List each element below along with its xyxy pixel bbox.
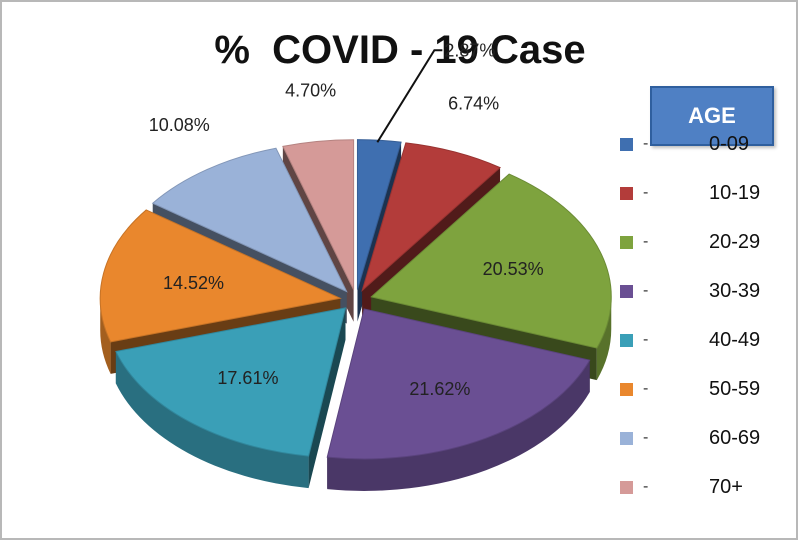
data-label: 4.70% xyxy=(285,80,336,100)
legend-swatch xyxy=(620,137,633,151)
legend-label: 0-09 xyxy=(709,132,750,155)
legend-item: - 50-59 xyxy=(620,377,780,401)
legend-item: - 60-69 xyxy=(620,426,780,450)
data-label: 21.62% xyxy=(409,379,470,399)
legend-title: AGE xyxy=(688,103,736,128)
data-label: 10.08% xyxy=(149,115,210,135)
legend-item: - 70+ xyxy=(620,475,780,499)
data-label: 6.74% xyxy=(448,94,499,114)
legend-swatch xyxy=(620,382,633,396)
pie-slice-30-39 xyxy=(326,308,591,491)
legend-label: 50-59 xyxy=(709,377,761,400)
legend-label: 70+ xyxy=(709,475,743,498)
legend-item: - 30-39 xyxy=(620,279,780,303)
pie-slice-40-49 xyxy=(115,307,347,489)
legend-swatch xyxy=(620,333,633,347)
legend-label: 60-69 xyxy=(709,426,761,449)
legend-title-box: AGE xyxy=(650,86,774,146)
legend-item: - 0-09 xyxy=(620,132,780,156)
legend-label: 10-19 xyxy=(709,181,761,204)
legend-swatch xyxy=(620,431,633,445)
legend-swatch xyxy=(620,186,633,200)
leader-line xyxy=(376,49,443,143)
legend-label: 40-49 xyxy=(709,328,761,351)
data-label: 20.53% xyxy=(483,259,544,279)
data-label: 2.87% xyxy=(444,40,495,60)
data-label: 14.52% xyxy=(163,273,224,293)
legend-swatch xyxy=(620,284,633,298)
data-label: 17.61% xyxy=(217,368,278,388)
legend-label: 30-39 xyxy=(709,279,761,302)
legend-item: - 20-29 xyxy=(620,230,780,254)
legend-label: 20-29 xyxy=(709,230,761,253)
legend-swatch xyxy=(620,235,633,249)
legend-item: - 40-49 xyxy=(620,328,780,352)
legend-swatch xyxy=(620,480,633,494)
legend-item: - 10-19 xyxy=(620,181,780,205)
